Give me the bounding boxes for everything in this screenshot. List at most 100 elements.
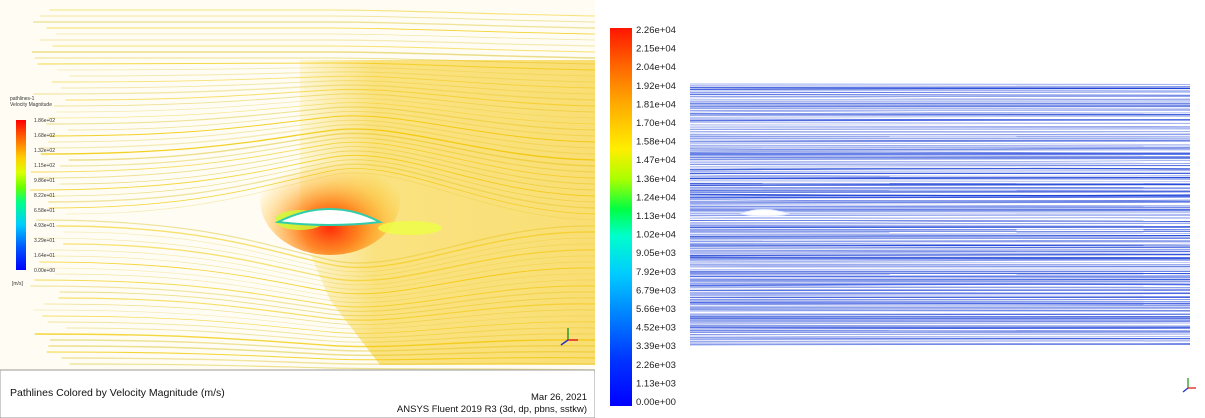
right-pathline	[689, 230, 1191, 233]
airfoil	[274, 208, 384, 226]
right-legend-label: 0.00e+00	[636, 397, 676, 408]
right-pathline-plot: 2.26e+04 2.15e+04 2.04e+04 1.92e+04 1.81e+04…	[610, 25, 1196, 408]
left-color-bar	[16, 120, 26, 270]
left-legend-label: 1.32e+02	[34, 148, 55, 154]
right-pathline	[689, 306, 1191, 309]
right-pathline	[689, 316, 1191, 318]
right-pathline	[689, 302, 1191, 305]
trailing-edge-region	[378, 221, 442, 235]
right-pathline	[689, 275, 1191, 278]
right-pathline	[689, 199, 1191, 201]
left-legend: pathlines-1 Velocity Magnitude 1.86e+021…	[10, 96, 55, 287]
right-pathline	[689, 196, 1191, 199]
right-pathline	[689, 119, 1191, 122]
right-pathline	[689, 104, 1191, 107]
right-pathline	[689, 300, 1191, 303]
right-pathline	[689, 86, 1191, 89]
right-pathline	[689, 246, 1191, 249]
right-pathline	[689, 187, 1191, 190]
right-pathline	[689, 100, 1191, 103]
right-legend-label: 1.13e+04	[636, 211, 676, 222]
right-legend-label: 1.92e+04	[636, 81, 676, 92]
right-pathline	[689, 170, 1191, 173]
right-pathline	[689, 221, 1191, 223]
right-pathline	[689, 256, 1191, 259]
right-pathline	[689, 337, 1191, 341]
right-pathline	[689, 283, 1191, 287]
right-pathline	[689, 113, 1191, 116]
right-pathline	[689, 319, 1191, 322]
right-pathline	[689, 222, 1191, 226]
left-pathline	[49, 9, 595, 17]
legend-unit: [m/s]	[12, 281, 23, 287]
right-pathline	[689, 113, 1191, 117]
right-pathline	[689, 292, 1191, 294]
right-legend-label: 2.15e+04	[636, 44, 676, 55]
right-pathline	[689, 274, 1191, 277]
right-legend-label: 1.58e+04	[636, 137, 676, 148]
right-pathline	[689, 91, 1191, 94]
right-pathline	[689, 244, 1191, 247]
right-pathline-view: 2.26e+04 2.15e+04 2.04e+04 1.92e+04 1.81e+04…	[600, 0, 1205, 418]
right-pathline	[689, 253, 1191, 257]
left-pathline	[39, 39, 595, 47]
right-pathline	[689, 220, 1191, 222]
right-pathline	[689, 240, 1191, 243]
left-pathline	[32, 51, 595, 59]
right-pathline	[689, 205, 1191, 208]
right-pathline	[689, 239, 1191, 242]
right-legend-label: 6.79e+03	[636, 285, 676, 296]
right-pathline	[689, 304, 1191, 306]
right-legend-label: 2.04e+04	[636, 62, 676, 73]
right-legend-label: 1.36e+04	[636, 174, 676, 185]
right-pathline	[689, 140, 1191, 143]
right-pathline	[689, 204, 1191, 206]
right-pathline	[689, 87, 1191, 90]
right-pathline	[689, 83, 1191, 86]
right-pathline	[689, 125, 1191, 127]
left-pathline	[69, 363, 595, 371]
right-pathline	[689, 179, 1191, 181]
right-pathline	[689, 289, 1191, 292]
right-pathline	[689, 226, 1191, 229]
right-pathline	[689, 200, 1191, 204]
right-pathline	[689, 126, 1191, 129]
right-pathline	[689, 135, 1191, 138]
right-pathline	[689, 184, 1191, 187]
right-pathline	[689, 132, 1191, 134]
left-legend-label: 3.29e+01	[34, 238, 55, 244]
left-legend-label: 1.64e+01	[34, 253, 55, 259]
right-pathline	[689, 151, 1191, 154]
right-pathline	[689, 336, 1191, 340]
right-pathline	[689, 147, 1191, 150]
right-pathline	[689, 160, 1191, 162]
right-legend-label: 1.24e+04	[636, 192, 676, 203]
right-pathline	[689, 172, 1191, 174]
right-pathline	[689, 98, 1191, 101]
right-pathline	[689, 101, 1191, 104]
axis-triad-icon	[560, 328, 578, 346]
left-footer-box	[0, 369, 595, 418]
right-pathline	[689, 199, 1191, 202]
right-pathline	[689, 107, 1191, 110]
right-legend-label: 1.13e+03	[636, 378, 676, 389]
right-pathline	[689, 189, 1191, 192]
right-pathline	[689, 234, 1191, 237]
right-pathline	[689, 333, 1191, 336]
right-pathline	[689, 261, 1191, 263]
left-pathline	[39, 15, 595, 23]
right-legend-labels: 2.26e+04 2.15e+04 2.04e+04 1.92e+04 1.81e+04…	[636, 25, 676, 408]
right-pathline	[689, 93, 1191, 96]
right-pathline	[689, 327, 1191, 330]
right-pathline	[689, 167, 1191, 171]
right-pathline	[689, 146, 1191, 149]
footer-solver: ANSYS Fluent 2019 R3 (3d, dp, pbns, sstk…	[397, 404, 587, 415]
right-legend-label: 2.26e+03	[636, 360, 676, 371]
right-legend-label: 3.39e+03	[636, 341, 676, 352]
left-legend-label: 1.86e+02	[34, 118, 55, 124]
right-legend-label: 1.02e+04	[636, 230, 676, 241]
right-legend-label: 9.05e+03	[636, 248, 676, 259]
left-pathline	[46, 27, 595, 35]
right-pathline	[689, 247, 1191, 250]
right-pathline	[689, 308, 1191, 312]
